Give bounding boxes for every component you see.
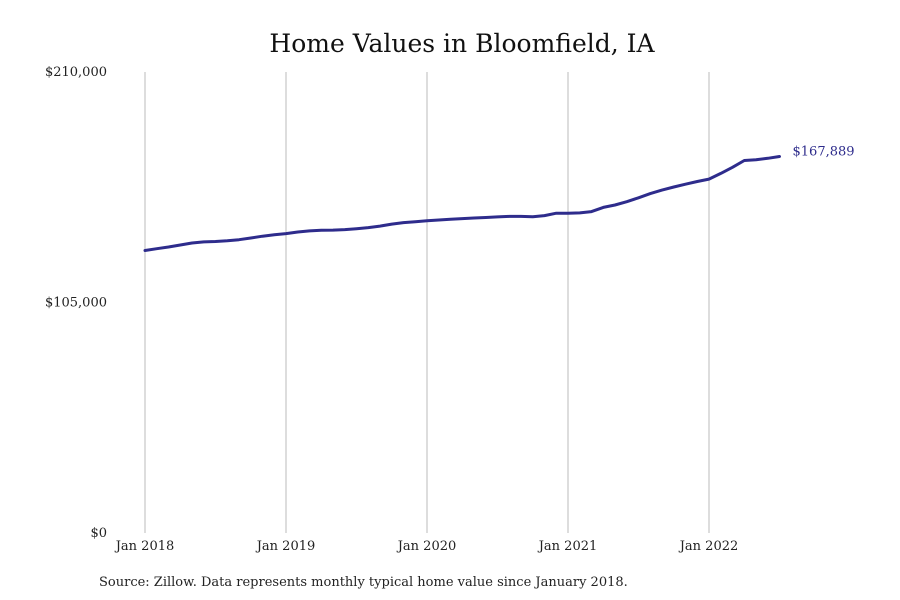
y-tick-label: $210,000 (45, 65, 107, 80)
y-tick-label: $105,000 (45, 296, 107, 311)
end-value-label: $167,889 (793, 145, 855, 160)
x-tick-label: Jan 2021 (537, 539, 598, 554)
chart-title: Home Values in Bloomfield, IA (269, 29, 655, 58)
series-layer: $167,889 (143, 145, 855, 252)
grid-lines (144, 72, 710, 533)
y-axis-tick-labels: $210,000 $105,000 $0 (45, 65, 107, 541)
series-line (143, 155, 781, 252)
source-note: Source: Zillow. Data represents monthly … (99, 575, 628, 590)
x-tick-label: Jan 2020 (396, 539, 457, 554)
y-tick-label: $0 (90, 526, 107, 541)
x-tick-label: Jan 2019 (255, 539, 316, 554)
x-axis-tick-labels: Jan 2018 Jan 2019 Jan 2020 Jan 2021 Jan 2022 (114, 539, 739, 554)
x-tick-label: Jan 2022 (678, 539, 739, 554)
x-tick-label: Jan 2018 (114, 539, 175, 554)
